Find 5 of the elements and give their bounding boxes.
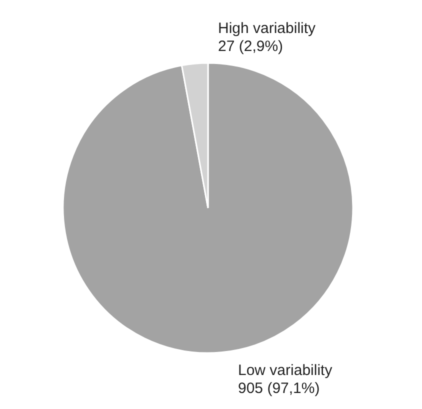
data-label: 27 (2,9%): [218, 38, 284, 55]
slice-label: Low variability: [238, 362, 333, 379]
pie-slice: [62, 62, 354, 354]
slice-label: High variability: [218, 20, 316, 37]
data-label: 905 (97,1%): [238, 380, 320, 397]
